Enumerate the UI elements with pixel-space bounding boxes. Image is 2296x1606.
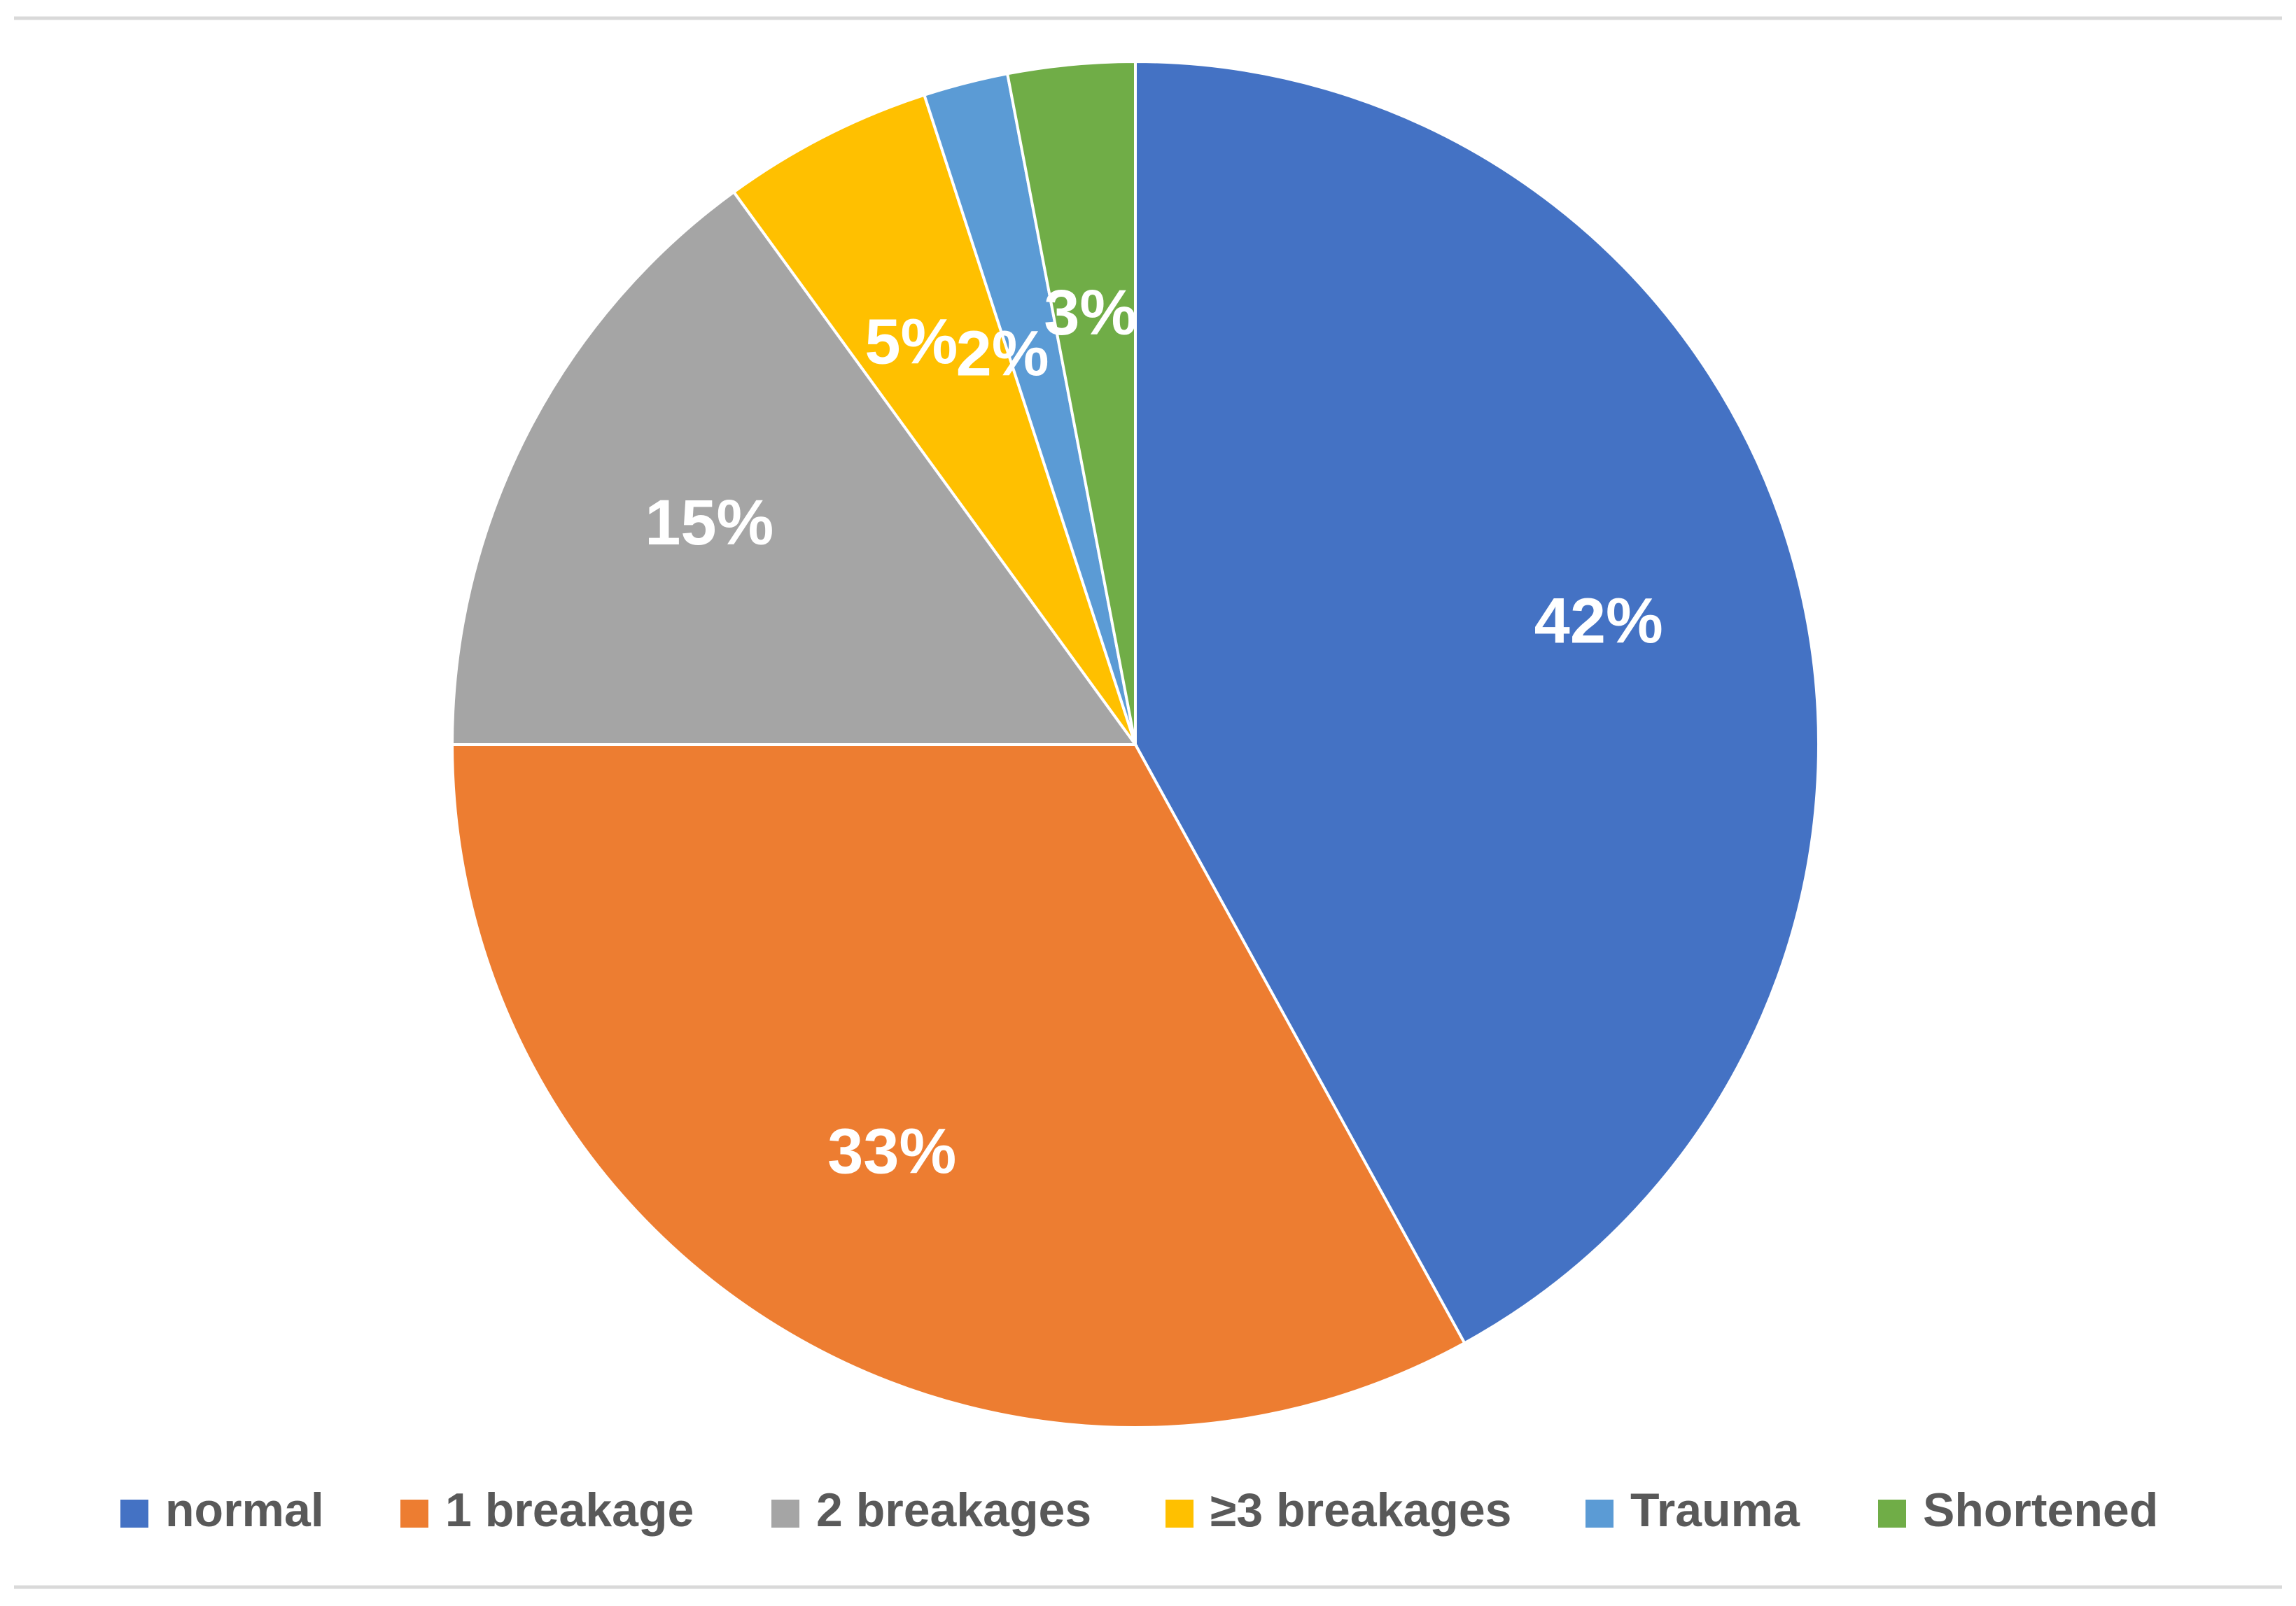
legend-swatch bbox=[1878, 1500, 1906, 1528]
legend-label: Shortened bbox=[1923, 1484, 2158, 1537]
legend-label: normal bbox=[165, 1484, 324, 1537]
pie-slice-3-breakages bbox=[732, 93, 1137, 746]
pie-slice-shortened bbox=[1005, 59, 1137, 745]
legend-swatch bbox=[120, 1500, 148, 1528]
slice-value-label: 33% bbox=[827, 1115, 956, 1187]
slice-value-label: 5% bbox=[864, 307, 958, 378]
legend-swatch bbox=[400, 1500, 428, 1528]
slice-value-label: 3% bbox=[1044, 277, 1137, 348]
pie-slices bbox=[450, 59, 1821, 1430]
legend-swatch bbox=[1586, 1500, 1614, 1528]
slice-value-label: 2% bbox=[956, 318, 1049, 390]
legend-label: 2 breakages bbox=[816, 1484, 1091, 1537]
legend: normal 1 breakage 2 breakages ≥3 breakages T… bbox=[120, 1484, 2158, 1537]
pie-value-labels: 42% 33% 15% 5%2%3% bbox=[645, 277, 1663, 1187]
pie-slice-normal bbox=[1134, 59, 1821, 1345]
legend-swatch bbox=[771, 1500, 799, 1528]
pie-slice-2-breakages bbox=[450, 190, 1138, 746]
legend-swatch bbox=[1166, 1500, 1194, 1528]
legend-label: ≥3 breakages bbox=[1210, 1484, 1511, 1537]
pie-slice-1-breakage bbox=[450, 743, 1466, 1430]
slice-value-label: 15% bbox=[645, 487, 774, 558]
legend-label: Trauma bbox=[1630, 1484, 1800, 1537]
slice-value-label: 42% bbox=[1534, 585, 1663, 656]
legend-label: 1 breakage bbox=[445, 1484, 694, 1537]
